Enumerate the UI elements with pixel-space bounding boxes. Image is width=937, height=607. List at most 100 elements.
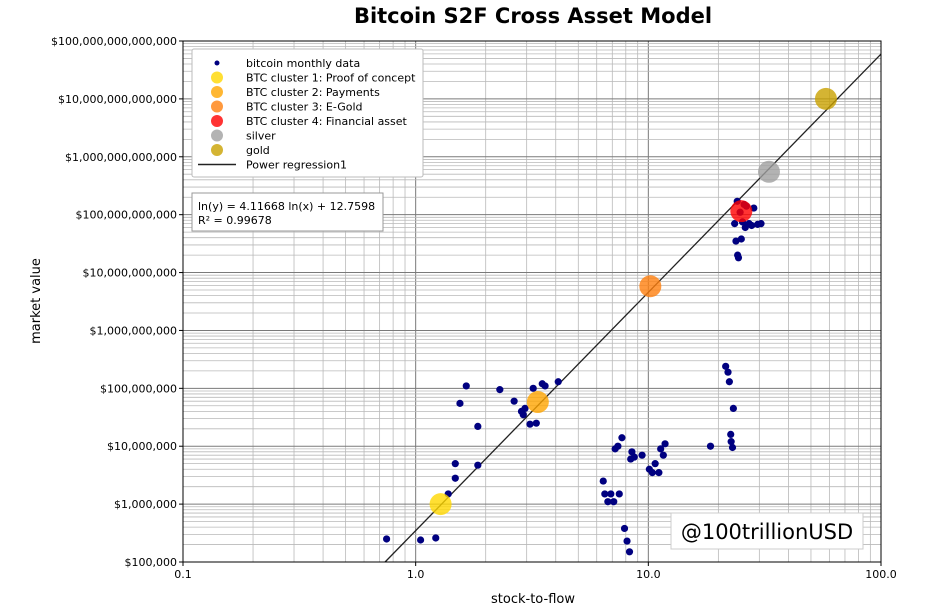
legend-label: BTC cluster 4: Financial asset: [246, 115, 408, 128]
cluster-point-1: [429, 493, 452, 516]
bitcoin-data-point: [610, 498, 618, 506]
y-tick-label: $1,000,000,000: [90, 324, 177, 337]
bitcoin-data-point: [727, 430, 735, 439]
regression-line: [384, 53, 882, 563]
bitcoin-data-point: [614, 442, 622, 450]
legend-label: BTC cluster 3: E-Gold: [246, 101, 363, 114]
bitcoin-data-point: [661, 440, 669, 448]
bitcoin-data-point: [737, 235, 745, 243]
watermark-box: @100trillionUSD: [670, 512, 864, 550]
bitcoin-data-point: [510, 397, 518, 405]
bitcoin-data-point: [456, 399, 464, 407]
bitcoin-data-point: [432, 534, 440, 542]
legend-label: Power regression1: [246, 159, 347, 172]
y-tick-label: $10,000,000,000: [83, 267, 177, 280]
legend-label: gold: [246, 144, 270, 157]
bitcoin-data-point: [541, 382, 549, 390]
legend-dot-marker: [214, 60, 220, 66]
legend-circle-marker: [211, 115, 223, 127]
bitcoin-data-point: [599, 477, 607, 485]
legend-circle-marker: [211, 71, 223, 84]
bitcoin-data-point: [451, 460, 459, 468]
data-points: [382, 87, 837, 556]
legend-label: silver: [246, 130, 276, 143]
bitcoin-data-point: [462, 382, 470, 390]
legend-circle-marker: [211, 100, 223, 113]
cluster-point-2: [526, 391, 549, 414]
bitcoin-data-point: [519, 411, 527, 419]
legend-circle-marker: [211, 144, 223, 156]
watermark: @100trillionUSD: [681, 520, 853, 544]
equation-box-frame: [191, 192, 384, 232]
chart-title: Bitcoin S2F Cross Asset Model: [354, 4, 712, 28]
bitcoin-data-point: [529, 384, 537, 392]
bitcoin-data-point: [630, 453, 638, 461]
bitcoin-data-point: [526, 420, 534, 428]
bitcoin-data-point: [496, 386, 504, 394]
regression-line-group: [384, 53, 882, 563]
cluster-point-5: [757, 160, 780, 183]
y-tick-label: $1,000,000,000,000: [65, 151, 177, 164]
plot-frame: [182, 40, 882, 563]
y-tick-label: $100,000,000: [100, 382, 177, 395]
bitcoin-data-point: [728, 443, 737, 452]
bitcoin-data-point: [651, 460, 659, 468]
legend-label: bitcoin monthly data: [246, 57, 360, 70]
bitcoin-data-point: [724, 368, 732, 376]
bitcoin-data-point: [620, 524, 629, 533]
legend-label: BTC cluster 1: Proof of concept: [246, 72, 416, 85]
bitcoin-data-point: [521, 404, 529, 413]
x-axis-label: stock-to-flow: [491, 592, 575, 607]
bitcoin-data-point: [657, 445, 665, 453]
equation-box: ln(y) = 4.11668 ln(x) + 12.7598 R² = 0.9…: [191, 192, 384, 232]
bitcoin-data-point: [382, 535, 391, 543]
y-axis-label: market value: [29, 258, 44, 344]
tick-labels: 0.1 1.0 10.0 100.0 $100,000 $1,000,000 $10,000…: [51, 35, 897, 581]
bitcoin-data-point: [722, 362, 730, 370]
legend: bitcoin monthly data BTC cluster 1: Proof…: [191, 48, 424, 178]
bitcoin-data-point: [601, 490, 609, 498]
x-tick-label: 1.0: [407, 568, 425, 581]
bitcoin-data-point: [532, 419, 540, 427]
watermark-frame: [670, 512, 864, 550]
legend-circle-marker: [211, 86, 223, 98]
bitcoin-data-point: [748, 221, 756, 230]
y-tick-label: $100,000,000,000: [76, 209, 177, 222]
y-tick-label: $100,000: [125, 556, 178, 569]
bitcoin-data-point: [474, 461, 482, 469]
bitcoin-data-point: [734, 254, 743, 262]
y-tick-label: $1,000,000: [114, 498, 177, 511]
x-tick-label: 10.0: [636, 568, 661, 581]
regression-equation: ln(y) = 4.11668 ln(x) + 12.7598: [198, 200, 375, 213]
bitcoin-data-point: [757, 220, 765, 228]
legend-circle-marker: [211, 129, 223, 142]
bitcoin-data-point: [706, 442, 715, 450]
legend-box: [191, 48, 424, 178]
cluster-point-3: [639, 275, 662, 298]
bitcoin-data-point: [729, 404, 737, 413]
legend-label: BTC cluster 2: Payments: [246, 86, 380, 99]
bitcoin-data-point: [451, 474, 459, 482]
bitcoin-data-point: [638, 451, 646, 459]
bitcoin-data-point: [625, 548, 634, 556]
cluster-point-4: [730, 200, 753, 223]
bitcoin-data-point: [655, 469, 663, 477]
y-tick-label: $100,000,000,000,000: [51, 35, 177, 48]
bitcoin-data-point: [615, 490, 623, 498]
x-tick-label: 0.1: [174, 568, 192, 581]
bitcoin-data-point: [731, 220, 739, 228]
bitcoin-data-point: [474, 422, 482, 430]
bitcoin-data-point: [618, 434, 626, 442]
bitcoin-data-point: [648, 469, 656, 477]
bitcoin-data-point: [727, 438, 735, 446]
bitcoin-data-point: [623, 537, 631, 545]
x-tick-label: 100.0: [865, 568, 897, 581]
y-tick-label: $10,000,000,000,000: [58, 93, 177, 106]
bitcoin-data-point: [416, 536, 425, 544]
r-squared: R² = 0.99678: [198, 214, 272, 227]
y-tick-label: $10,000,000: [107, 440, 177, 453]
bitcoin-data-point: [659, 451, 667, 459]
bitcoin-data-point: [604, 498, 612, 506]
bitcoin-data-point: [554, 378, 562, 386]
